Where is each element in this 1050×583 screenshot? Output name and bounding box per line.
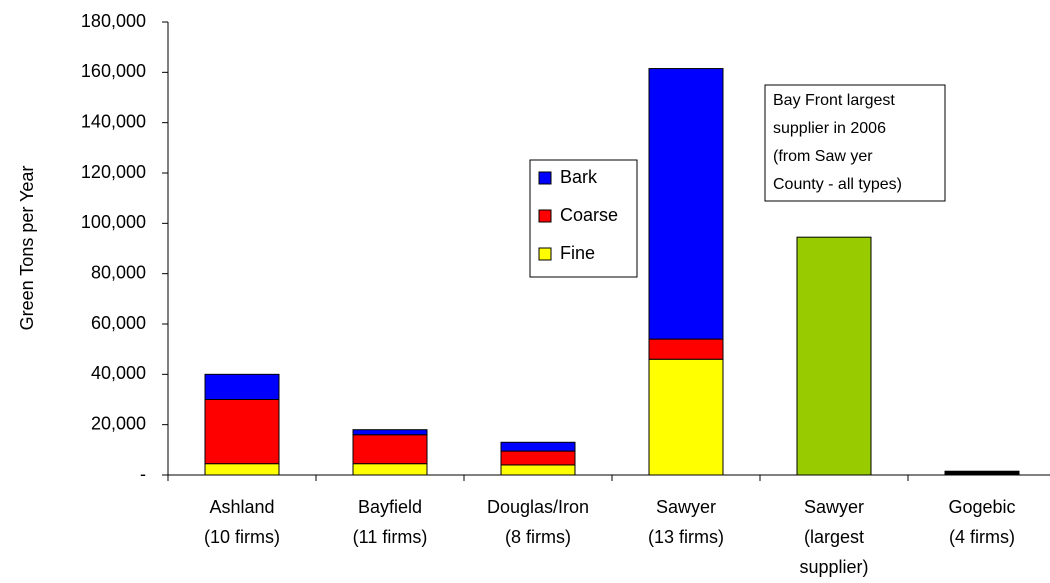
legend-label: Coarse [560,205,618,225]
x-tick-label: Sawyer [656,497,716,517]
y-tick-label: 120,000 [81,162,146,182]
x-tick-label: Douglas/Iron [487,497,589,517]
x-tick-label: (11 firms) [353,527,428,547]
legend-label: Fine [560,243,595,263]
bar-segment [352,463,428,476]
x-tick-label: (8 firms) [505,527,571,547]
bar-segment [944,470,1020,476]
x-tick-label: supplier) [799,557,868,577]
annotation-line: Bay Front largest [773,92,895,109]
bar-segment [648,358,724,476]
y-tick-label: 180,000 [81,11,146,31]
y-tick-label: 40,000 [91,363,146,383]
y-tick-label: 80,000 [91,262,146,282]
y-tick-label: 60,000 [91,313,146,333]
bar-segment [352,429,428,436]
bar-segment [500,464,576,476]
y-tick-label: 160,000 [81,61,146,81]
x-tick-label: Ashland [209,497,274,517]
bar-segment [204,373,280,401]
bar-segment [648,68,724,340]
y-tick-label: 100,000 [81,212,146,232]
bar-segment [648,338,724,360]
x-tick-label: (4 firms) [949,527,1015,547]
annotation-box [764,84,946,202]
x-tick-label: (largest [804,527,864,547]
annotation-line: supplier in 2006 [773,120,886,137]
x-tick-label: Gogebic [948,497,1015,517]
y-tick-label: 140,000 [81,111,146,131]
x-tick-label: (10 firms) [204,527,280,547]
y-axis-label: Green Tons per Year [17,166,37,331]
legend-swatch [538,209,552,223]
legend-swatch [538,171,552,185]
x-tick-label: (13 firms) [648,527,724,547]
bar-segment [500,441,576,452]
legend-swatch [538,247,552,261]
bar-segment [500,450,576,466]
annotation-line: (from Saw yer [773,148,873,165]
annotation-line: County - all types) [773,176,902,193]
x-tick-label: Sawyer [804,497,864,517]
bar-segment [204,463,280,476]
bar-segment [796,236,872,476]
x-tick-label: Bayfield [358,497,422,517]
bar-segment [204,399,280,465]
y-tick-label: 20,000 [91,413,146,433]
y-tick-label: - [140,464,146,484]
legend-label: Bark [560,167,598,187]
bar-segment [352,434,428,465]
